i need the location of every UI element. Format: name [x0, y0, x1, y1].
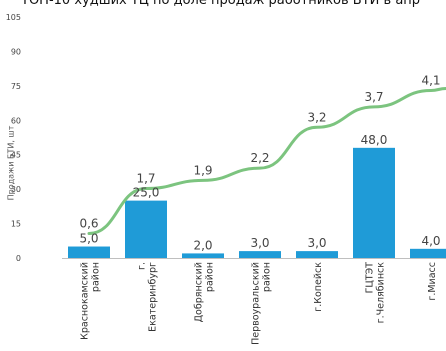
- line-series: [87, 86, 446, 235]
- bar: [353, 147, 395, 258]
- category-label: Краснокамский: [80, 262, 91, 340]
- line-value-label: 3,2: [307, 110, 326, 124]
- bar-value-label: 4,0: [421, 234, 440, 248]
- chart-title: ТОП-10 худших ТЦ по доле продаж работник…: [21, 0, 421, 8]
- line-value-label: 0,6: [79, 216, 98, 230]
- y-tick-label: 30: [11, 185, 21, 194]
- y-tick-label: 75: [11, 82, 21, 91]
- category-label: район: [91, 262, 102, 292]
- category-label: ГЦТЭТ: [365, 262, 376, 294]
- category-label: г.Копейск: [313, 262, 324, 312]
- bar-value-label: 48,0: [361, 133, 388, 147]
- category-label: Добрянский: [194, 262, 205, 322]
- y-tick-label: 90: [11, 47, 21, 56]
- y-tick-label: 60: [11, 116, 21, 125]
- y-tick-label: 15: [11, 220, 21, 229]
- bar-value-label: 25,0: [133, 186, 160, 200]
- y-tick-label: 105: [6, 13, 21, 22]
- line-value-label: 1,7: [136, 172, 155, 186]
- category-label: г.: [137, 262, 148, 270]
- line-value-label: 4,1: [421, 74, 440, 88]
- bar: [182, 253, 224, 258]
- y-axis-label: Продажи БТИ, шт: [6, 125, 16, 201]
- bar: [125, 200, 167, 258]
- y-tick-label: 0: [16, 254, 21, 263]
- category-label: Первоуральский: [251, 262, 262, 345]
- bar: [68, 246, 110, 258]
- bar: [239, 251, 281, 258]
- bar-value-label: 2,0: [193, 238, 212, 252]
- bar: [410, 248, 446, 258]
- bar-value-label: 5,0: [79, 232, 98, 246]
- category-label: г.Миасс: [427, 262, 438, 301]
- category-label: район: [262, 262, 273, 292]
- bar-value-label: 3,0: [250, 236, 269, 250]
- category-label: район: [205, 262, 216, 292]
- category-label: г.Челябинск: [376, 262, 387, 324]
- bar-value-label: 3,0: [307, 236, 326, 250]
- y-tick-label: 45: [11, 151, 21, 160]
- line-value-label: 2,2: [250, 151, 269, 165]
- bar: [296, 251, 338, 258]
- line-value-label: 1,9: [193, 163, 212, 177]
- line-value-label: 3,7: [364, 90, 383, 104]
- category-label: Екатеринбург: [148, 262, 159, 332]
